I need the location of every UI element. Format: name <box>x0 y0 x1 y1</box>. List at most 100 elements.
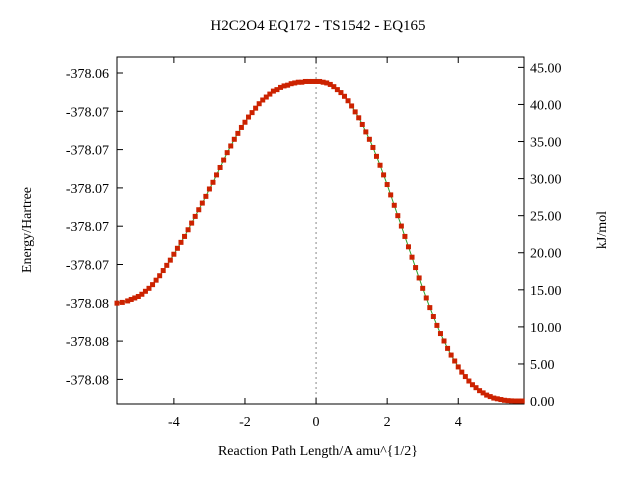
data-point <box>203 193 209 199</box>
data-point <box>132 295 138 301</box>
y-left-tick-label: -378.06 <box>66 67 109 82</box>
data-point <box>139 291 145 297</box>
data-point <box>238 124 244 130</box>
data-point <box>295 79 301 85</box>
data-point <box>125 298 131 304</box>
data-point <box>334 87 340 93</box>
data-point <box>452 358 458 364</box>
y-right-tick-label: 45.00 <box>530 61 562 76</box>
data-point <box>398 223 404 229</box>
data-point <box>135 293 141 299</box>
y-left-tick-label: -378.07 <box>66 105 109 120</box>
data-point <box>487 394 493 400</box>
data-point <box>423 295 429 301</box>
y-left-tick-label: -378.08 <box>66 373 109 388</box>
data-point <box>228 143 234 149</box>
data-point <box>214 172 220 178</box>
data-point <box>366 136 372 142</box>
y-right-tick-label: 30.00 <box>530 173 562 188</box>
data-point <box>310 78 315 84</box>
data-point <box>167 257 173 263</box>
data-point <box>153 277 159 283</box>
data-point <box>246 114 252 120</box>
data-point <box>381 172 387 178</box>
data-point <box>516 398 522 404</box>
data-point <box>363 129 369 135</box>
data-point <box>185 227 191 233</box>
data-point <box>281 83 287 89</box>
data-point <box>331 84 337 90</box>
data-point <box>253 105 259 111</box>
data-point <box>509 398 515 404</box>
y-right-tick-label: 0.00 <box>530 395 555 410</box>
data-point <box>377 162 383 168</box>
data-point <box>217 164 223 170</box>
y-right-tick-label: 35.00 <box>530 136 562 151</box>
data-point <box>189 220 195 226</box>
data-point <box>306 78 312 84</box>
data-point <box>160 268 166 274</box>
data-point <box>192 213 198 219</box>
data-point <box>480 390 486 396</box>
data-point <box>437 331 443 337</box>
y-left-tick-label: -378.07 <box>66 259 109 274</box>
y-right-tick-label: 10.00 <box>530 321 562 336</box>
data-point <box>448 352 454 358</box>
data-point <box>434 322 440 328</box>
x-tick-label: 0 <box>313 415 320 430</box>
data-point <box>373 153 379 159</box>
data-point <box>221 157 227 163</box>
data-point <box>142 288 148 294</box>
data-point <box>391 202 397 208</box>
data-point <box>327 81 333 87</box>
data-point <box>512 398 518 404</box>
data-point <box>164 262 170 268</box>
series-line <box>116 80 523 402</box>
data-point <box>270 88 276 94</box>
data-point <box>196 207 202 213</box>
data-point <box>263 94 269 100</box>
y-left-tick-label: -378.07 <box>66 144 109 159</box>
y-right-tick-label: 25.00 <box>530 210 562 225</box>
x-tick-label: 2 <box>384 415 391 430</box>
data-point <box>395 213 401 219</box>
x-tick-label: -2 <box>239 415 251 430</box>
data-point <box>430 314 436 320</box>
x-tick-label: 4 <box>455 415 462 430</box>
data-point <box>416 275 422 281</box>
x-tick-label: -4 <box>168 415 180 430</box>
data-point <box>491 395 497 401</box>
y-right-tick-label: 20.00 <box>530 247 562 262</box>
data-point <box>441 338 447 344</box>
data-point <box>146 285 152 291</box>
x-axis-label: Reaction Path Length/A amu^{1/2} <box>218 444 418 459</box>
data-point <box>242 119 248 125</box>
data-point <box>349 103 355 109</box>
data-point <box>174 245 180 251</box>
data-point <box>299 79 305 85</box>
data-point <box>420 285 426 291</box>
data-point <box>455 364 461 370</box>
data-point <box>157 273 163 279</box>
data-point <box>278 84 284 90</box>
data-point <box>317 78 323 84</box>
y-axis-left-label: Energy/Hartree <box>20 187 35 273</box>
data-point <box>402 233 408 239</box>
data-point <box>494 396 500 402</box>
data-point <box>260 97 266 103</box>
data-point <box>320 79 326 85</box>
data-point <box>459 369 465 375</box>
data-point <box>182 233 188 239</box>
data-point <box>341 93 347 99</box>
plot-frame <box>116 56 525 405</box>
y-left-tick-label: -378.07 <box>66 220 109 235</box>
chart-title: H2C2O4 EQ172 - TS1542 - EQ165 <box>210 18 425 34</box>
data-point <box>356 115 362 121</box>
data-point <box>427 305 433 311</box>
data-point <box>469 382 475 388</box>
data-point <box>128 296 134 302</box>
data-point <box>119 299 125 305</box>
data-point <box>413 265 419 271</box>
data-point <box>224 150 230 156</box>
data-point <box>473 385 479 391</box>
